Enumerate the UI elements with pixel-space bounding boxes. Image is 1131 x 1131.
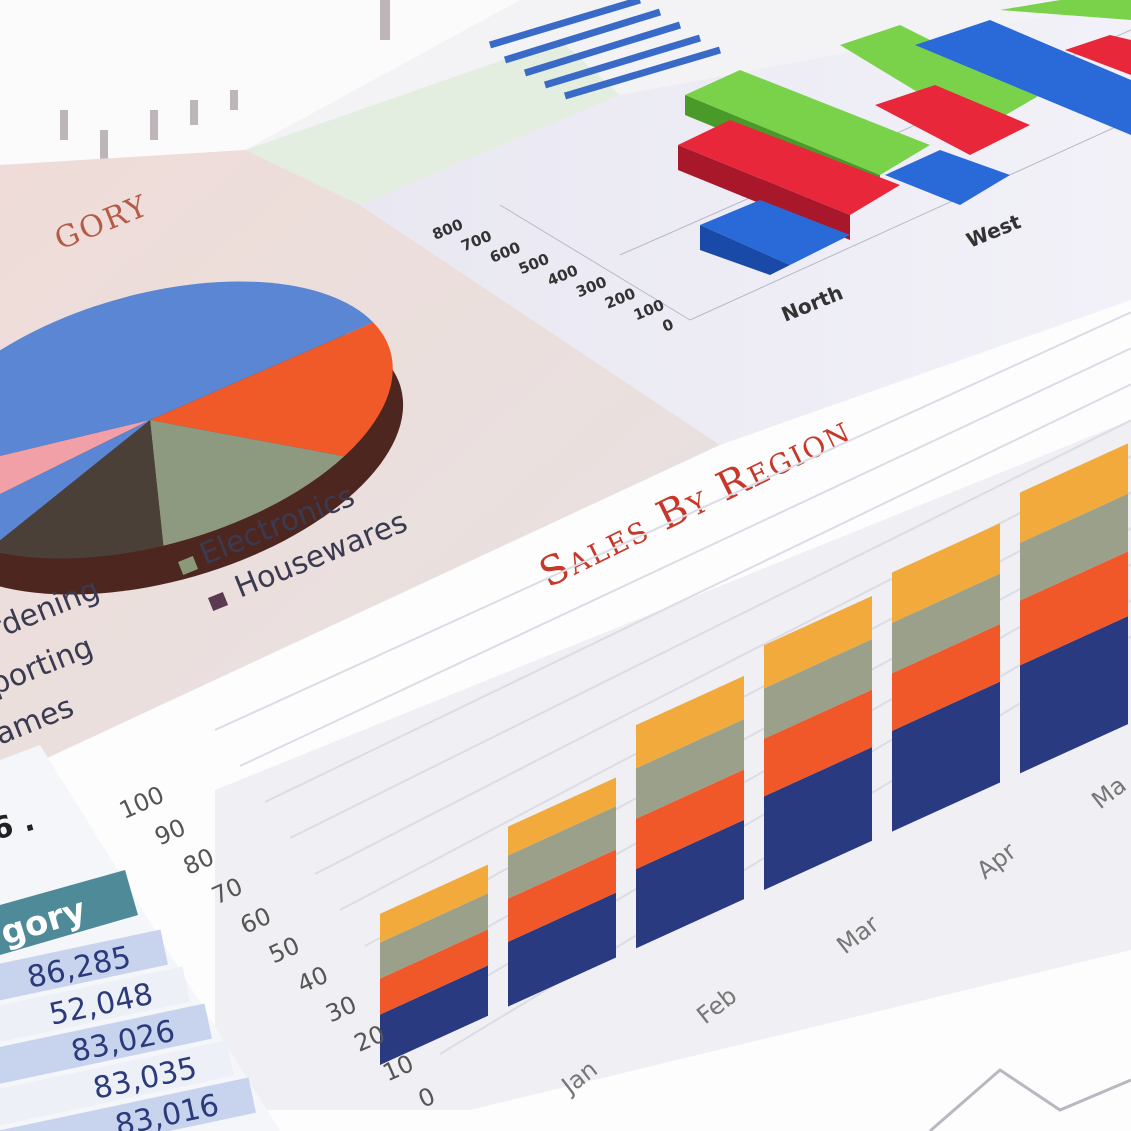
sales-bar-segment xyxy=(764,639,872,739)
sales-bar-segment xyxy=(508,806,616,899)
sales-bar-segment xyxy=(636,719,744,819)
pie-slice-blue xyxy=(0,281,374,479)
legend-swatch-housewares xyxy=(207,592,229,611)
sales-bar-segment xyxy=(764,747,872,891)
pie-slice-pink xyxy=(0,420,150,526)
sales-bar-segment xyxy=(636,819,744,949)
sales-bar-segment xyxy=(1020,616,1128,774)
blurred-mini-chart xyxy=(60,0,390,170)
table-row xyxy=(0,1003,212,1086)
sales-bar-stack xyxy=(380,864,488,1065)
pie-slice-grey-green xyxy=(150,420,345,546)
sales-gridline xyxy=(289,419,1131,839)
sales-gridline xyxy=(239,347,1131,767)
sales-bar-segment xyxy=(508,777,616,856)
sales-bar-segment xyxy=(508,892,616,1007)
sales-gridline xyxy=(214,311,1131,731)
table-category-header xyxy=(0,870,138,955)
sales-bar-segment xyxy=(764,689,872,797)
sales-bar-segment xyxy=(380,965,488,1065)
sales-bar-segment xyxy=(380,893,488,979)
sales-bar-segment xyxy=(892,523,1000,623)
sales-bar-segment xyxy=(892,573,1000,674)
sales-bar-segment xyxy=(636,675,744,769)
sales-bar-segment xyxy=(1020,443,1128,543)
sales-bar-segment xyxy=(1020,493,1128,601)
sales-bar-stack xyxy=(508,777,616,1007)
sales-bar-stack xyxy=(892,523,1000,832)
table-row xyxy=(0,1077,256,1131)
pie-slice-blue-extra xyxy=(0,420,150,551)
sales-bar-segment xyxy=(892,624,1000,731)
sales-bar-segment xyxy=(1020,551,1128,666)
sales-bar-stack xyxy=(636,675,744,949)
region-3d-bars xyxy=(678,0,1131,275)
table-row xyxy=(0,966,190,1044)
sales-gridline xyxy=(364,527,1131,947)
pie-chart xyxy=(0,281,404,595)
sales-bar-segment xyxy=(636,769,744,870)
background-paper xyxy=(0,0,520,170)
sales-bar-segment xyxy=(892,681,1000,832)
table-row xyxy=(0,1040,234,1127)
table-row xyxy=(0,929,168,1003)
pie-slice-orange xyxy=(150,322,393,457)
sales-bar-stack xyxy=(764,595,872,891)
green-table-strip xyxy=(245,40,620,205)
pie-slice-dark xyxy=(0,420,164,559)
sales-gridline xyxy=(264,383,1131,803)
sales-bar-segment xyxy=(764,595,872,689)
sales-bar-segment xyxy=(380,929,488,1015)
sales-bar-segment xyxy=(508,849,616,942)
sales-bar-segment xyxy=(380,864,488,943)
sales-bar-stack xyxy=(1020,443,1128,774)
legend-swatch-electronics xyxy=(177,556,199,575)
line-chart-fragment xyxy=(929,1068,1131,1131)
blue-stripes xyxy=(488,0,721,100)
